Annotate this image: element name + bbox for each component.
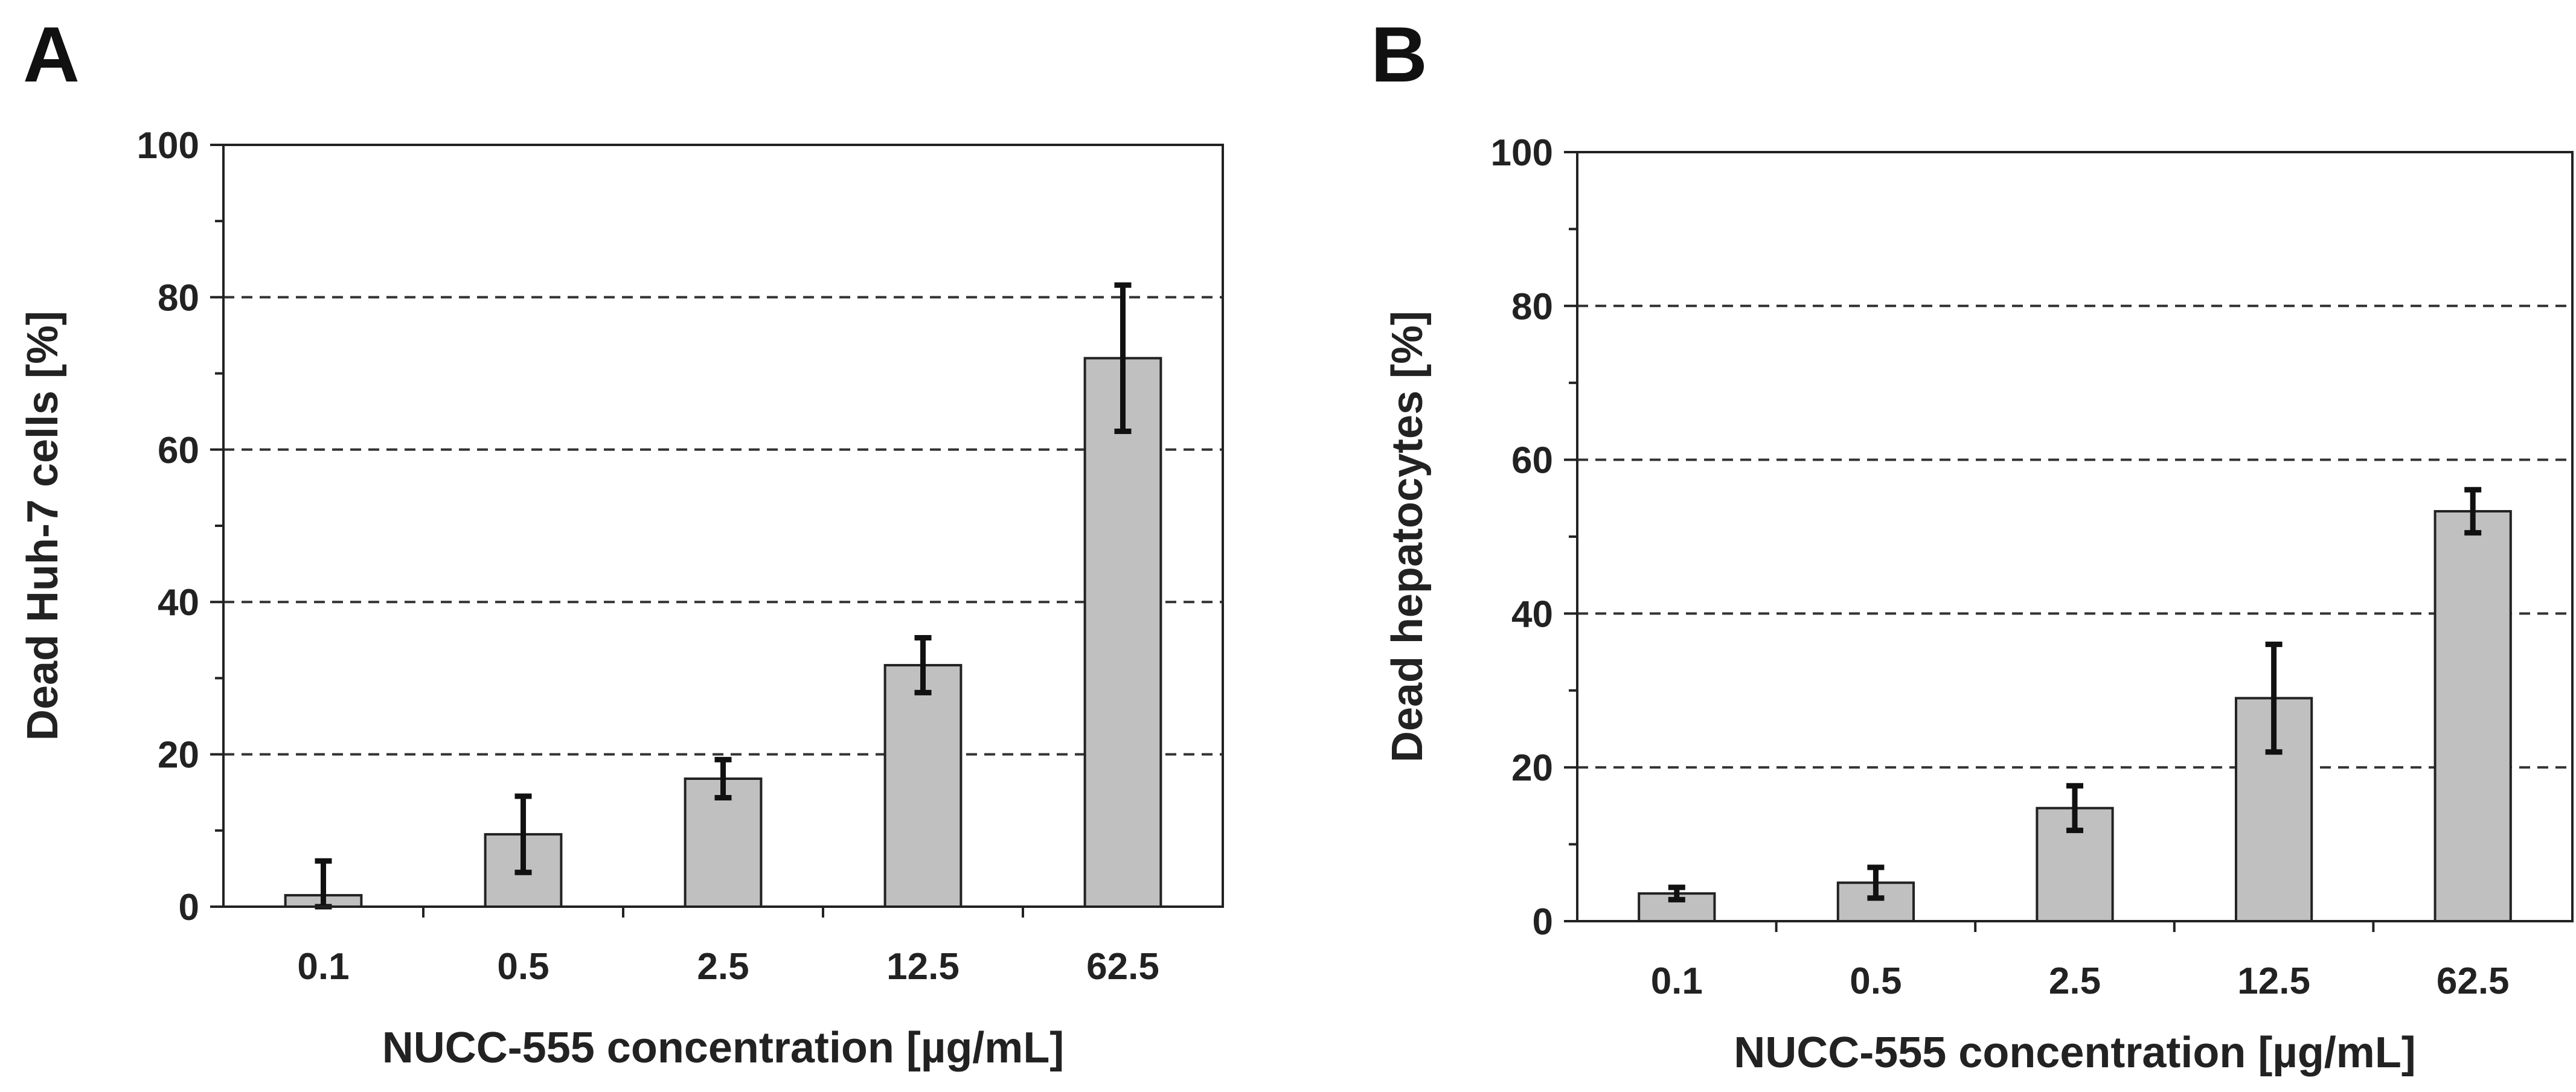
x-tick-label: 62.5 <box>1086 946 1159 988</box>
x-tick-label: 0.1 <box>1651 960 1703 1002</box>
y-tick-label: 20 <box>158 735 199 776</box>
x-axis-title: NUCC-555 concentration [µg/mL] <box>1734 1029 2416 1077</box>
panel-letter: A <box>23 10 80 98</box>
y-tick-label: 40 <box>1511 593 1553 635</box>
panel-a: A 0 20 40 60 80 100 0.1 0.5 2.5 12.5 62.5 NUCC-555 c… <box>19 10 1224 1072</box>
y-tick-label: 80 <box>1511 286 1553 328</box>
y-tick-label: 20 <box>1511 747 1553 789</box>
error-bar <box>2066 783 2083 834</box>
y-axis-title: Dead hepatocytes [%] <box>1383 311 1432 762</box>
y-tick-label: 0 <box>179 887 199 928</box>
y-tick-label: 100 <box>1491 132 1553 174</box>
y-tick-label: 40 <box>158 582 199 624</box>
error-bar <box>1114 282 1132 435</box>
x-tick-label: 0.1 <box>297 946 349 988</box>
y-tick-label: 60 <box>1511 440 1553 482</box>
x-tick-label: 62.5 <box>2437 960 2510 1002</box>
bar-12.5 <box>883 663 963 908</box>
x-tick-label: 0.5 <box>1850 960 1902 1002</box>
bar-62.5 <box>1083 357 1162 908</box>
bar-62.5 <box>2433 509 2512 922</box>
x-tick-label: 12.5 <box>2237 960 2310 1002</box>
x-tick-label: 2.5 <box>2049 960 2101 1002</box>
error-bar <box>714 756 732 801</box>
plot-frame <box>1576 151 2574 922</box>
error-bar <box>1668 884 1685 902</box>
panel-b: B 0 20 40 60 80 100 0.1 0.5 2.5 12.5 62.5 NUCC-555 c… <box>1371 10 2574 1077</box>
error-bar <box>2464 487 2482 536</box>
y-tick-label: 60 <box>158 430 199 471</box>
error-bar <box>2265 641 2283 755</box>
error-bar <box>1867 864 1885 901</box>
y-axis-title: Dead Huh-7 cells [%] <box>19 311 67 741</box>
x-axis-title: NUCC-555 concentration [µg/mL] <box>382 1024 1065 1072</box>
y-tick-label: 0 <box>1533 901 1553 943</box>
x-tick-label: 2.5 <box>697 946 749 988</box>
error-bar <box>514 793 532 875</box>
x-tick-label: 12.5 <box>886 946 960 988</box>
error-bar <box>914 635 932 695</box>
panel-letter: B <box>1371 10 1427 98</box>
x-tick-label: 0.5 <box>497 946 549 988</box>
y-tick-label: 80 <box>158 277 199 319</box>
y-tick-label: 100 <box>137 125 199 167</box>
plot-frame <box>222 144 1224 908</box>
